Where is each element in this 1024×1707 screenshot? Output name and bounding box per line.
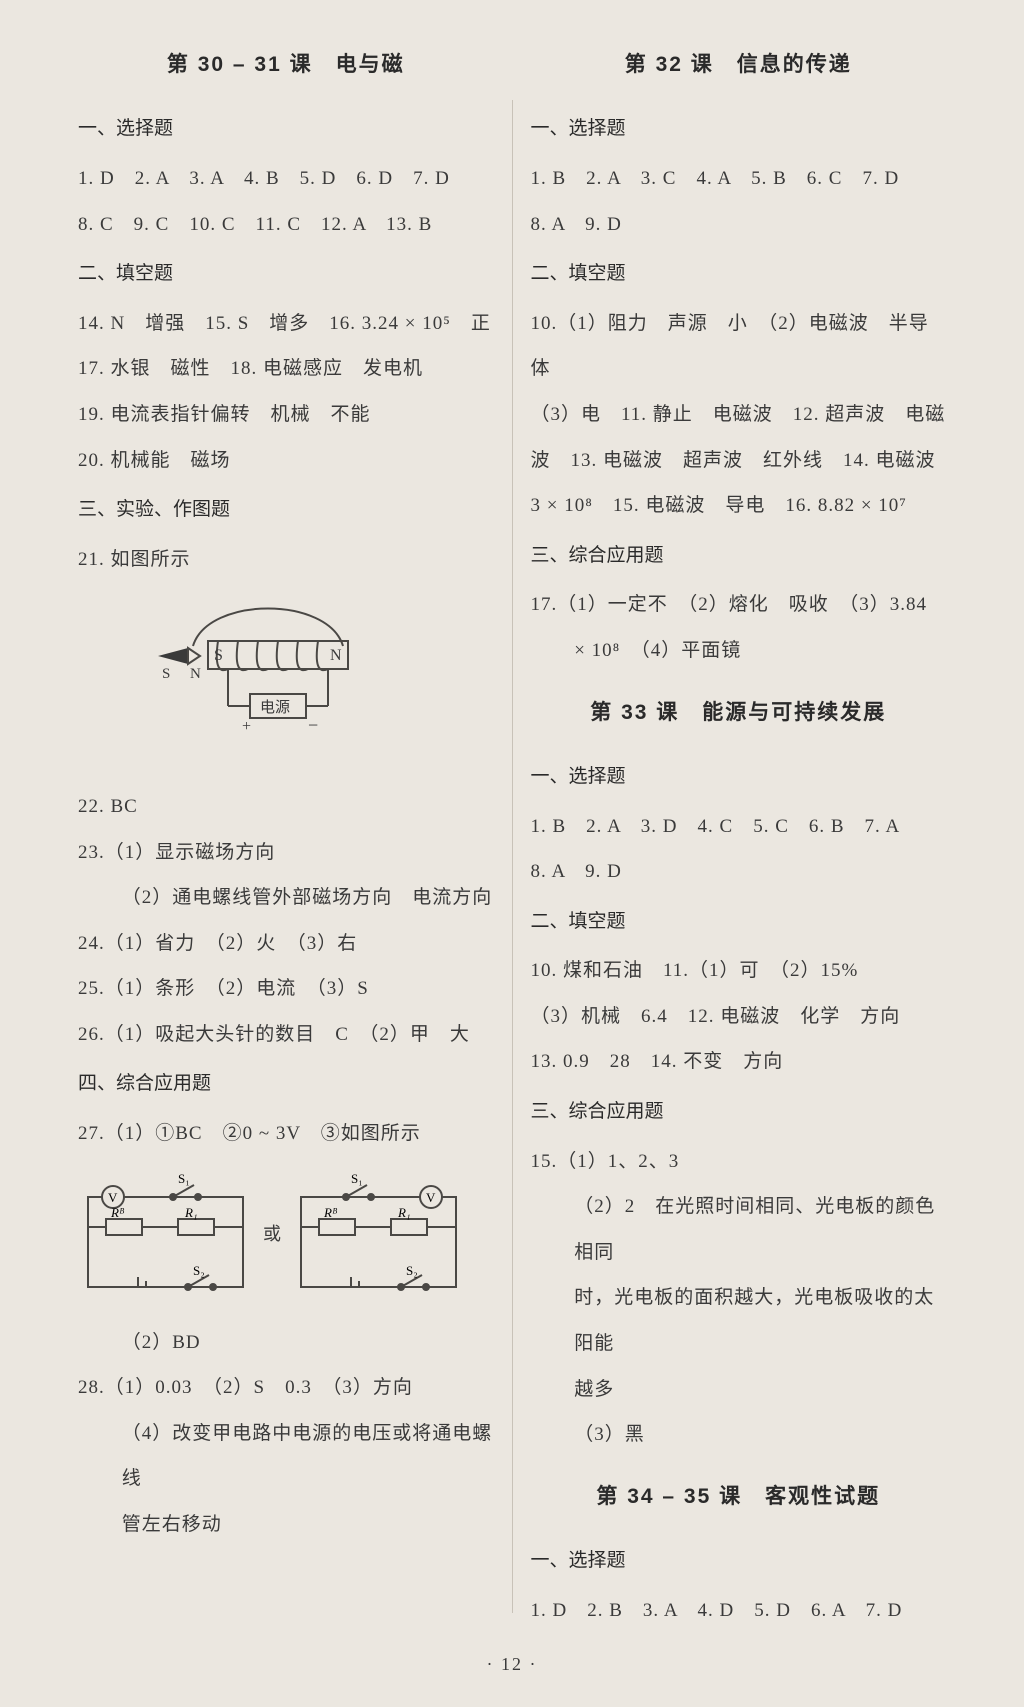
section-mc-heading: 一、选择题 [531, 754, 947, 800]
r1-label: R₁ [397, 1205, 410, 1220]
battery-label: 电源 [260, 699, 290, 716]
section-mc-heading: 一、选择题 [78, 106, 494, 152]
q23-part1: 23.（1）显示磁场方向 [78, 830, 494, 876]
lesson-32-title: 第 32 课 信息的传递 [531, 40, 947, 90]
fill-answer: 19. 电流表指针偏转 机械 不能 [78, 392, 494, 438]
q15-part3: （3）黑 [531, 1412, 947, 1458]
q23-part2: （2）通电螺线管外部磁场方向 电流方向 [78, 875, 494, 921]
fill-answer: 14. N 增强 15. S 增多 16. 3.24 × 10⁵ 正 [78, 301, 494, 347]
section-app-heading: 三、综合应用题 [531, 1089, 947, 1135]
q21-label: 21. 如图所示 [78, 537, 494, 583]
q17-part1: 17.（1）一定不 （2）熔化 吸收 （3）3.84 [531, 582, 947, 628]
s2-label: S₂ [406, 1263, 418, 1278]
rb-label: Rᴮ [110, 1205, 125, 1220]
s2-label: S₂ [193, 1263, 205, 1278]
mc-answers-line: 1. D 2. B 3. A 4. D 5. D 6. A 7. D [531, 1588, 947, 1634]
compass-s-label: S [162, 666, 170, 682]
mc-answers-line: 1. D 2. A 3. A 4. B 5. D 6. D 7. D [78, 156, 494, 202]
figure-solenoid: S N S N 电源 + − [138, 586, 494, 774]
left-column: 第 30 – 31 课 电与磁 一、选择题 1. D 2. A 3. A 4. … [60, 40, 512, 1633]
q22-answer: 22. BC [78, 784, 494, 830]
pole-s-label: S [214, 647, 223, 664]
mc-answers-line: 8. A 9. D [531, 849, 947, 895]
voltmeter-label: V [426, 1190, 436, 1205]
q15-part2b: 时，光电板的面积越大，光电板吸收的太阳能 [531, 1275, 947, 1366]
s1-label: S₁ [178, 1171, 190, 1186]
fill-answer: 波 13. 电磁波 超声波 红外线 14. 电磁波 [531, 438, 947, 484]
or-text: 或 [263, 1213, 281, 1256]
q28-part4b: 管左右移动 [78, 1502, 494, 1548]
circuit-left-icon: V Rᴮ R₁ S₁ S₂ [78, 1167, 253, 1302]
section-fill-heading: 二、填空题 [78, 251, 494, 297]
q17-part2: × 10⁸ （4）平面镜 [531, 628, 947, 674]
q28-part4a: （4）改变甲电路中电源的电压或将通电螺线 [78, 1411, 494, 1502]
pole-n-label: N [330, 647, 342, 664]
s1-label: S₁ [351, 1171, 363, 1186]
q25-answer: 25.（1）条形 （2）电流 （3）S [78, 966, 494, 1012]
q15-part1: 15.（1）1、2、3 [531, 1139, 947, 1185]
minus-sign: − [308, 715, 318, 735]
section-mc-heading: 一、选择题 [531, 1538, 947, 1584]
fill-answer: 13. 0.9 28 14. 不变 方向 [531, 1039, 947, 1085]
mc-answers-line: 8. A 9. D [531, 202, 947, 248]
circuits-row: V Rᴮ R₁ S₁ S₂ 或 [78, 1167, 494, 1302]
r1-label: R₁ [184, 1205, 197, 1220]
section-exp-heading: 三、实验、作图题 [78, 487, 494, 533]
lesson-33-title: 第 33 课 能源与可持续发展 [531, 688, 947, 738]
voltmeter-label: V [108, 1190, 118, 1205]
section-app-heading: 三、综合应用题 [531, 533, 947, 579]
mc-answers-line: 1. B 2. A 3. C 4. A 5. B 6. C 7. D [531, 156, 947, 202]
q15-part2c: 越多 [531, 1367, 947, 1413]
section-fill-heading: 二、填空题 [531, 899, 947, 945]
q24-answer: 24.（1）省力 （2）火 （3）右 [78, 921, 494, 967]
compass-n-label: N [190, 666, 201, 682]
fill-answer: 20. 机械能 磁场 [78, 438, 494, 484]
section-mc-heading: 一、选择题 [531, 106, 947, 152]
page-container: 第 30 – 31 课 电与磁 一、选择题 1. D 2. A 3. A 4. … [0, 40, 1024, 1633]
fill-answer: 17. 水银 磁性 18. 电磁感应 发电机 [78, 346, 494, 392]
fill-answer: （3）机械 6.4 12. 电磁波 化学 方向 [531, 994, 947, 1040]
page-number: · 12 · [0, 1643, 1024, 1686]
q27-part1: 27.（1）①BC ②0 ~ 3V ③如图所示 [78, 1111, 494, 1157]
fill-answer: （3）电 11. 静止 电磁波 12. 超声波 电磁 [531, 392, 947, 438]
fill-answer: 3 × 10⁸ 15. 电磁波 导电 16. 8.82 × 10⁷ [531, 483, 947, 529]
section-fill-heading: 二、填空题 [531, 251, 947, 297]
fill-answer: 10. 煤和石油 11.（1）可 （2）15% [531, 948, 947, 994]
mc-answers-line: 1. B 2. A 3. D 4. C 5. C 6. B 7. A [531, 804, 947, 850]
circuit-right-icon: V Rᴮ R₁ S₁ S₂ [291, 1167, 466, 1302]
lesson-30-31-title: 第 30 – 31 课 电与磁 [78, 40, 494, 90]
q27-part2: （2）BD [78, 1320, 494, 1366]
fill-answer: 10.（1）阻力 声源 小 （2）电磁波 半导体 [531, 301, 947, 392]
solenoid-diagram-icon: S N S N 电源 + − [138, 586, 378, 756]
q15-part2a: （2）2 在光照时间相同、光电板的颜色相同 [531, 1184, 947, 1275]
right-column: 第 32 课 信息的传递 一、选择题 1. B 2. A 3. C 4. A 5… [513, 40, 965, 1633]
rb-label: Rᴮ [323, 1205, 338, 1220]
section-app-heading: 四、综合应用题 [78, 1061, 494, 1107]
q28-part1: 28.（1）0.03 （2）S 0.3 （3）方向 [78, 1365, 494, 1411]
lesson-34-35-title: 第 34 – 35 课 客观性试题 [531, 1472, 947, 1522]
mc-answers-line: 8. C 9. C 10. C 11. C 12. A 13. B [78, 202, 494, 248]
plus-sign: + [242, 718, 251, 735]
q26-answer: 26.（1）吸起大头针的数目 C （2）甲 大 [78, 1012, 494, 1058]
